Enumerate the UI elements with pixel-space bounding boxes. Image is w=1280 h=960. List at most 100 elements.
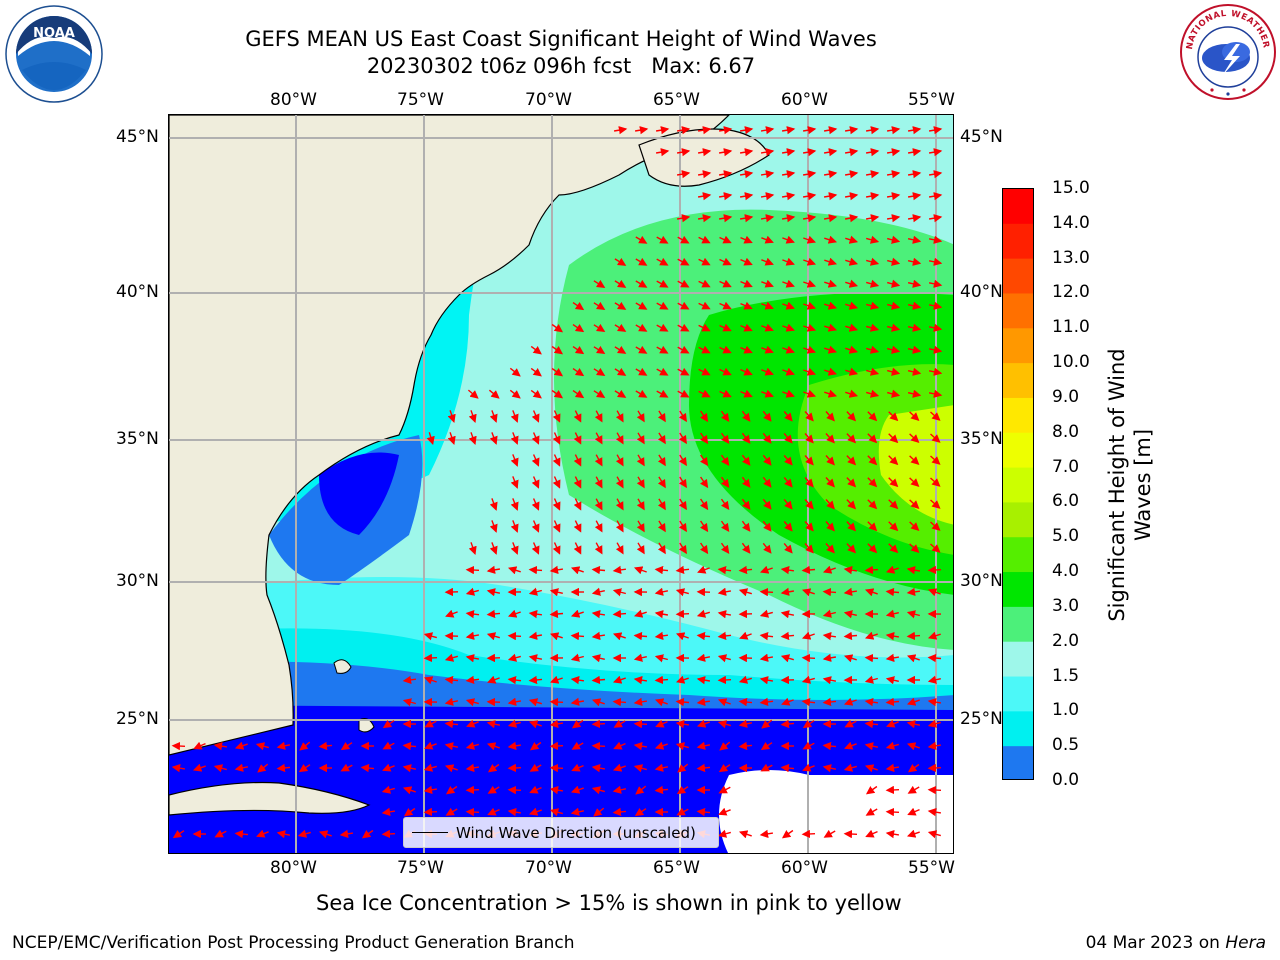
wave-direction-arrow [783,410,793,422]
colorbar-tick: 15.0 [1052,178,1090,198]
wave-direction-arrow [782,257,795,266]
wave-direction-arrow [886,170,901,179]
wave-direction-arrow [510,476,519,489]
wave-direction-arrow [573,410,582,423]
wave-direction-arrow [675,720,690,729]
wave-direction-arrow [927,653,942,663]
wave-direction-arrow [552,476,561,489]
wave-direction-arrow [486,609,501,619]
wave-direction-arrow [906,654,920,663]
wave-direction-arrow [761,719,773,729]
wave-direction-arrow [573,454,582,467]
wave-direction-arrow [843,631,858,641]
wave-direction-arrow [928,279,943,288]
wave-direction-arrow [696,741,711,750]
wave-direction-arrow [529,741,542,751]
colorbar-swatches [1003,189,1033,779]
wave-direction-arrow [507,653,521,662]
wave-direction-arrow [927,675,941,684]
wave-direction-arrow [552,410,561,423]
wave-direction-arrow [844,170,859,179]
wave-direction-arrow [888,521,899,532]
wave-direction-arrow [635,323,648,332]
wave-direction-arrow [171,741,186,751]
wave-direction-arrow [551,323,564,333]
wave-direction-arrow [445,609,458,618]
wave-direction-arrow [718,785,731,794]
wave-direction-arrow [844,741,857,750]
wave-direction-arrow [802,741,815,750]
wave-direction-arrow [907,323,922,332]
wave-direction-arrow [822,697,837,707]
wave-direction-arrow [675,588,689,597]
wave-direction-arrow [864,742,879,751]
wave-direction-arrow [403,807,416,817]
wave-direction-arrow [740,257,753,266]
wave-direction-arrow [927,565,942,575]
wave-direction-arrow [719,741,731,751]
colorbar-tick: 3.0 [1052,595,1080,616]
wave-direction-arrow [782,389,795,398]
wave-direction-arrow [759,609,773,618]
wave-direction-arrow [699,520,709,533]
wave-direction-arrow [907,257,922,266]
wave-direction-arrow [424,741,437,750]
wave-direction-arrow [697,170,712,179]
wave-direction-arrow [678,476,687,489]
wave-direction-arrow [927,830,941,839]
wave-direction-arrow [866,279,880,288]
wave-direction-arrow [845,301,859,310]
wave-direction-arrow [759,829,774,838]
wave-direction-arrow [885,632,900,641]
wave-direction-arrow [447,432,456,446]
wave-direction-arrow [677,301,690,310]
colorbar-label-line2: Waves [m] [1131,428,1155,542]
wave-direction-arrow [928,301,943,310]
wave-direction-arrow [193,741,206,750]
wave-direction-arrow [803,257,817,266]
wave-direction-arrow [614,257,627,266]
wave-direction-arrow [654,785,669,795]
wave-direction-arrow [886,148,901,157]
wave-direction-arrow [318,741,333,751]
wave-direction-arrow [822,676,837,685]
wave-direction-arrow [906,610,920,619]
wave-direction-arrow [234,829,249,839]
wave-direction-arrow [865,214,880,223]
date-text: 04 Mar 2023 on [1085,933,1220,953]
wave-direction-arrow [864,764,878,773]
colorbar-tick: 1.5 [1052,665,1080,686]
wave-direction-arrow [741,498,751,510]
wave-direction-arrow [739,631,752,640]
wave-direction-arrow [591,610,606,619]
wave-direction-arrow [928,257,943,266]
wave-direction-arrow [655,126,670,135]
wave-direction-arrow [907,367,922,376]
wave-direction-arrow [866,301,880,310]
wave-direction-arrow [719,323,732,332]
wave-direction-arrow [465,807,480,817]
wave-direction-arrow [824,323,838,332]
wave-direction-arrow [423,785,438,794]
wave-direction-arrow [804,543,814,554]
wave-direction-arrow [614,367,627,376]
wave-direction-arrow [656,279,669,288]
wave-direction-arrow [256,829,269,838]
wave-direction-arrow [823,148,838,157]
chart-title: GEFS MEAN US East Coast Significant Heig… [245,27,877,51]
wave-direction-arrow [677,763,689,773]
wave-direction-arrow [444,697,459,706]
wave-direction-arrow [909,543,920,554]
colorbar-swatch [1003,328,1033,364]
colorbar-swatch [1003,502,1033,538]
wave-direction-arrow [382,741,395,750]
wave-direction-arrow [466,719,479,728]
wave-direction-arrow [719,257,732,266]
wave-direction-arrow [801,829,816,839]
lon-tick-top-80w: 80°W [270,90,317,110]
wave-direction-arrow [529,785,542,794]
wave-direction-arrow [927,808,942,817]
wave-direction-arrow [361,829,374,839]
wave-direction-arrow [573,432,582,445]
wave-direction-arrow [760,741,773,751]
